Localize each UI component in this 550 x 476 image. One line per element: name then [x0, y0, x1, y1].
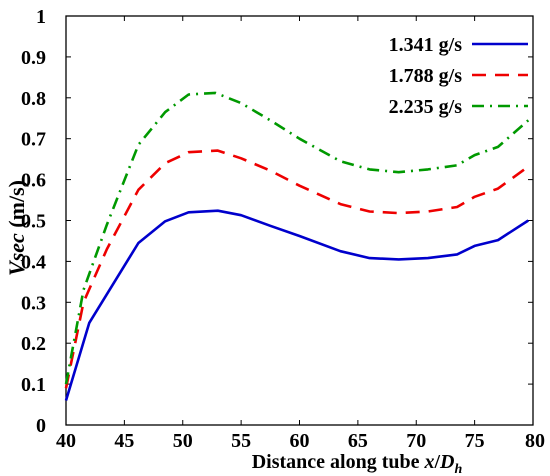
x-tick-label: 50 — [173, 430, 193, 452]
legend-label-1: 1.341 g/s — [389, 34, 463, 56]
y-tick-label: 0.1 — [21, 374, 46, 396]
y-tick-label: 0.3 — [21, 292, 46, 314]
x-tick-label: 70 — [406, 430, 426, 452]
y-tick-label: 0.9 — [21, 47, 46, 69]
x-axis-label-slash: / — [433, 451, 440, 473]
y-axis-label: Vsec (m/s) — [4, 180, 29, 276]
y-tick-label: 1 — [36, 6, 46, 28]
y-axis-label-var: Vsec — [4, 233, 29, 276]
axis-ticks — [65, 15, 534, 426]
y-tick-label: 0.7 — [21, 129, 46, 151]
plot-border — [65, 15, 534, 426]
x-tick-label: 45 — [114, 430, 134, 452]
legend: 1.341 g/s 1.788 g/s 2.235 g/s — [389, 34, 528, 118]
y-tick-label: 0.5 — [21, 211, 46, 233]
x-axis-label-text: Distance along tube — [252, 451, 425, 473]
legend-label-3: 2.235 g/s — [389, 96, 463, 118]
y-tick-label: 0 — [36, 415, 46, 437]
y-tick-label: 0.4 — [21, 251, 46, 273]
x-tick-label: 40 — [56, 430, 76, 452]
x-axis-label-var2: D — [439, 451, 454, 473]
y-tick-label: 0.6 — [21, 170, 46, 192]
plot-frame — [65, 15, 534, 426]
x-axis-label-var: x — [423, 451, 434, 473]
x-tick-label: 65 — [348, 430, 368, 452]
x-tick-label: 55 — [231, 430, 251, 452]
y-axis-label-unit: (m/s) — [4, 180, 29, 233]
x-tick-label: 75 — [465, 430, 485, 452]
series-line-1 — [64, 209, 530, 401]
x-axis-label: Distance along tube x/Dh — [252, 451, 463, 476]
x-axis-label-subscript: h — [455, 462, 463, 476]
series-line-2 — [64, 149, 530, 389]
series-line-3 — [64, 91, 530, 385]
series-lines — [64, 91, 530, 401]
axis-tick-labels: 40 45 50 55 60 65 70 75 80 0 0.1 0.2 0.3 0.4 0.5 0.6 0.7… — [21, 6, 545, 452]
x-tick-label: 60 — [290, 430, 310, 452]
legend-label-2: 1.788 g/s — [389, 65, 463, 87]
x-tick-label: 80 — [525, 430, 545, 452]
y-tick-label: 0.2 — [21, 333, 46, 355]
y-tick-label: 0.8 — [21, 88, 46, 110]
